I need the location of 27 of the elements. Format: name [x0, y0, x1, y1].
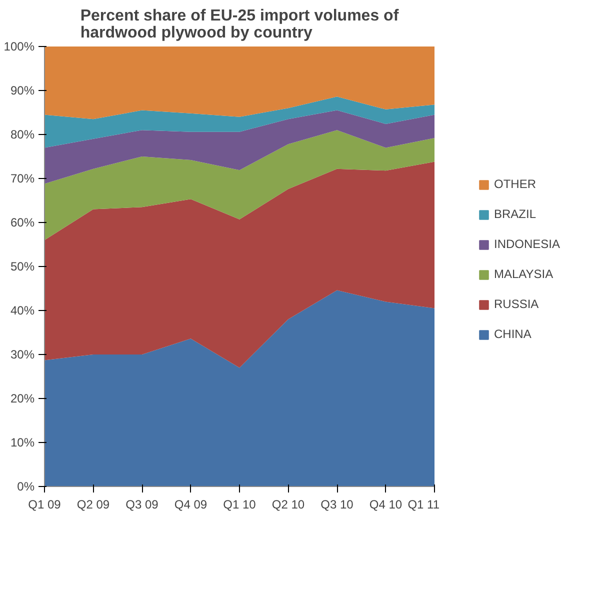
y-tick-label: 10% [10, 436, 35, 450]
x-tick-label: Q4 09 [174, 498, 208, 512]
y-tick-label: 60% [10, 216, 35, 230]
y-tick-label: 40% [10, 304, 35, 318]
chart-title: Percent share of EU-25 import volumes of hardwood plywood by country [80, 8, 400, 42]
y-tick-label: 30% [10, 348, 35, 362]
y-tick-label: 20% [10, 392, 35, 406]
legend-label: INDONESIA [494, 237, 560, 251]
y-tick-label: 0% [17, 480, 35, 494]
legend-label: CHINA [494, 327, 532, 341]
y-tick-label: 90% [10, 84, 35, 98]
legend-label: OTHER [494, 177, 536, 191]
x-tick-label: Q2 09 [76, 498, 110, 512]
x-tick-label: Q3 09 [126, 498, 159, 512]
y-tick-label: 100% [4, 40, 35, 54]
x-tick-label: Q1 10 [223, 498, 256, 512]
y-tick-label: 80% [10, 128, 35, 142]
x-tick-label: Q4 10 [369, 498, 402, 512]
x-tick-label: Q3 10 [320, 498, 354, 512]
x-tick-label: Q2 10 [272, 498, 305, 512]
legend-label: RUSSIA [494, 297, 539, 311]
legend-label: MALAYSIA [494, 267, 554, 281]
x-tick-label: Q1 11 [408, 498, 440, 512]
y-tick-label: 50% [10, 260, 35, 274]
y-tick-label: 70% [10, 172, 35, 186]
legend-label: BRAZIL [494, 207, 536, 221]
x-tick-label: Q1 09 [28, 498, 62, 512]
